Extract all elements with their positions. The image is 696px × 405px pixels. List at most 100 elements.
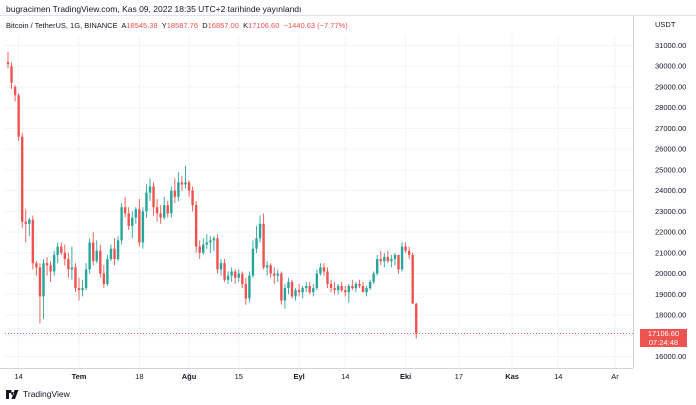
candle-body [113,248,116,260]
candle-body [280,273,283,301]
candle-body [237,273,240,278]
close-value: 17106.60 [248,21,280,30]
candle-body [127,213,130,226]
candle-body [145,192,148,212]
candle-body [397,254,400,270]
candle-body [351,286,354,289]
candle-body [159,213,162,218]
candle-body [17,95,20,137]
candle-body [223,263,226,280]
candle-body [379,259,382,262]
candle-body [241,273,244,284]
candle-body [42,263,45,297]
candle-body [305,286,308,289]
x-tick-label: Ağu [182,372,197,381]
candle-body [155,207,159,214]
candle-body [52,254,56,272]
candle-body [77,288,81,291]
candle-body [191,190,194,206]
candle-body [376,259,379,274]
candle-body [74,267,77,289]
candle-body [56,246,59,255]
candle-body [205,242,208,245]
candle-body [344,290,347,293]
close-label: K [243,21,249,30]
tradingview-logo-icon [6,389,19,399]
candle-body [123,207,127,214]
candle-body [322,267,326,272]
candle-body [308,286,311,293]
candle-body [81,288,84,291]
open-label: A [121,21,127,30]
candle-body [163,205,166,218]
candle-body [372,273,375,282]
candle-body [28,219,31,224]
tradingview-brand[interactable]: TradingView [6,389,70,399]
high-value: 18587.76 [166,21,199,30]
x-tick-label: Ar [611,372,619,381]
x-tick-label: 14 [14,372,22,381]
low-label: D [202,21,208,30]
candle-body [255,238,258,249]
y-tick-label: 21000.00 [655,248,686,257]
candle-body [358,283,361,287]
candle-body [386,256,390,262]
x-tick-label: 14 [554,372,562,381]
y-tick-label: 20000.00 [655,269,686,278]
y-tick-label: 28000.00 [655,103,686,112]
y-tick-label: 19000.00 [655,290,686,299]
candle-body [383,256,386,262]
candle-body [273,273,276,276]
candle-body [63,252,66,260]
candle-body [84,269,88,289]
candle-body [102,273,106,284]
candle-body [230,271,233,276]
candle-body [365,288,368,293]
candle-body [198,246,201,253]
candle-body [234,271,237,278]
y-tick-label: 31000.00 [655,41,686,50]
candle-body [301,288,304,293]
candle-body [38,267,42,297]
candle-body [99,250,102,274]
candle-body [368,281,372,289]
candle-body [283,288,287,301]
y-tick-label: 22000.00 [655,228,686,237]
x-tick-label: Eyl [293,372,304,381]
current-price-label: 17106.60 [640,328,687,338]
x-tick-label: 17 [455,372,463,381]
ohlc-legend: Bitcoin / TetherUS, 1G, BINANCE A18545.3… [6,21,348,30]
x-tick-label: Eki [400,372,411,381]
candle-body [319,267,322,274]
candle-body [166,205,169,214]
candle-body [24,221,27,224]
candle-body [294,290,297,297]
x-tick-label: 18 [135,372,143,381]
candle-body [400,246,404,270]
candle-body [6,62,10,65]
open-value: 18545.38 [126,21,158,30]
x-tick-label: 14 [341,372,349,381]
candle-body [116,240,120,260]
candle-body [21,136,24,222]
y-tick-label: 29000.00 [655,82,686,91]
y-axis[interactable]: 31000.00 30000.00 29000.00 28000.00 27000.00… [655,41,686,361]
candle-body [276,273,279,276]
candle-countdown-label: 07:24:48 [640,337,687,347]
candle-body [92,242,95,262]
candle-body [67,259,70,270]
candle-body [347,286,350,293]
candle-body [336,286,340,291]
symbol-label: Bitcoin / TetherUS, 1G, BINANCE [6,21,118,30]
candle-body [265,265,269,268]
x-axis[interactable]: 14 Tem 18 Ağu 15 Eyl 14 Eki 17 Kas 14 Ar [14,372,619,381]
candle-body [393,254,397,260]
y-tick-label: 30000.00 [655,62,686,71]
candle-body [109,248,113,260]
y-tick-label: 27000.00 [655,124,686,133]
candle-body [354,283,358,289]
x-tick-label: 15 [235,372,243,381]
candle-body [269,265,272,274]
